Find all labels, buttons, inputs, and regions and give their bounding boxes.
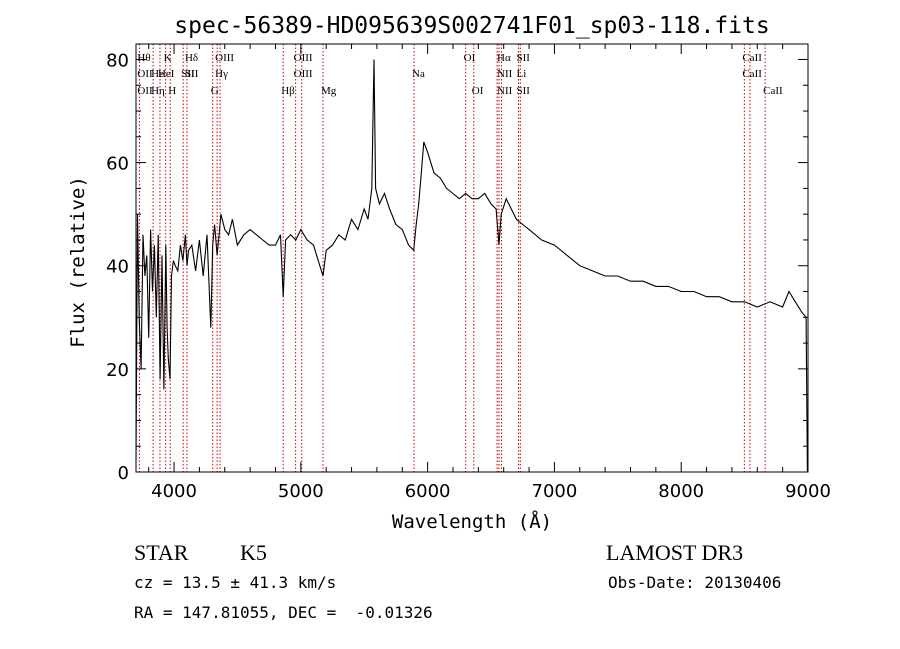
y-tick-label: 0 <box>118 463 129 484</box>
obs-date: Obs-Date: 20130406 <box>608 573 782 592</box>
y-axis-label: Flux (relative) <box>67 176 89 348</box>
marker-label: Hη <box>151 85 165 97</box>
x-tick-label: 7000 <box>532 481 578 502</box>
y-tick-label: 40 <box>106 257 129 278</box>
marker-label: OII <box>137 85 153 97</box>
x-tick-label: 5000 <box>278 481 324 502</box>
marker-label: Hα <box>497 52 511 64</box>
marker-label: OII <box>137 68 153 80</box>
object-class: STAR <box>134 540 189 565</box>
subclass: K5 <box>240 540 267 565</box>
y-tick-label: 80 <box>106 50 129 71</box>
survey-name: LAMOST DR3 <box>606 540 744 565</box>
marker-label: OIII <box>294 68 313 80</box>
marker-label: OI <box>464 52 476 64</box>
x-tick-label: 4000 <box>151 481 197 502</box>
marker-labels: HθOIIOIIHeHηKHeIHHδSIISIIGOIIIHγHβOIIIOI… <box>137 52 783 97</box>
marker-label: HeI <box>158 68 175 80</box>
marker-label: SII <box>181 68 195 80</box>
y-tick-label: 60 <box>106 154 129 175</box>
marker-label: CaII <box>742 52 762 64</box>
marker-label: SII <box>517 85 531 97</box>
marker-label: CaII <box>763 85 783 97</box>
marker-label: K <box>164 52 172 64</box>
x-tick-label: 6000 <box>405 481 451 502</box>
marker-label: Hδ <box>185 52 198 64</box>
marker-label: SII <box>517 52 531 64</box>
marker-label: NII <box>497 68 513 80</box>
y-tick-label: 20 <box>106 360 129 381</box>
coordinates: RA = 147.81055, DEC = -0.01326 <box>134 603 433 622</box>
marker-label: Hβ <box>281 85 295 97</box>
marker-label: OIII <box>215 52 234 64</box>
marker-label: Mg <box>321 85 337 97</box>
marker-label: Li <box>517 68 527 80</box>
x-axis-label: Wavelength (Å) <box>392 510 552 533</box>
marker-label: NII <box>497 85 513 97</box>
y-axis-ticks: 0 20 40 60 80 <box>106 50 808 484</box>
x-tick-label: 8000 <box>658 481 704 502</box>
marker-label: He <box>151 68 164 80</box>
marker-lines <box>138 44 766 472</box>
marker-label: H <box>168 85 176 97</box>
marker-label: Na <box>412 68 425 80</box>
marker-label: SII <box>185 68 199 80</box>
spectrum-line <box>135 59 808 473</box>
marker-label: CaII <box>742 68 762 80</box>
marker-label: OI <box>472 85 484 97</box>
plot-frame <box>135 43 809 473</box>
marker-label: Hγ <box>215 68 228 80</box>
x-axis-ticks: 4000 5000 6000 7000 8000 9000 <box>148 44 831 502</box>
x-tick-label: 9000 <box>785 481 831 502</box>
marker-label: Hθ <box>137 52 150 64</box>
redshift-readout: cz = 13.5 ± 41.3 km/s <box>134 573 337 592</box>
marker-label: OIII <box>294 52 313 64</box>
marker-label: G <box>211 85 219 97</box>
spectrum-chart: spec-56389-HD095639S002741F01_sp03-118.f… <box>67 13 831 533</box>
chart-title: spec-56389-HD095639S002741F01_sp03-118.f… <box>174 13 769 39</box>
